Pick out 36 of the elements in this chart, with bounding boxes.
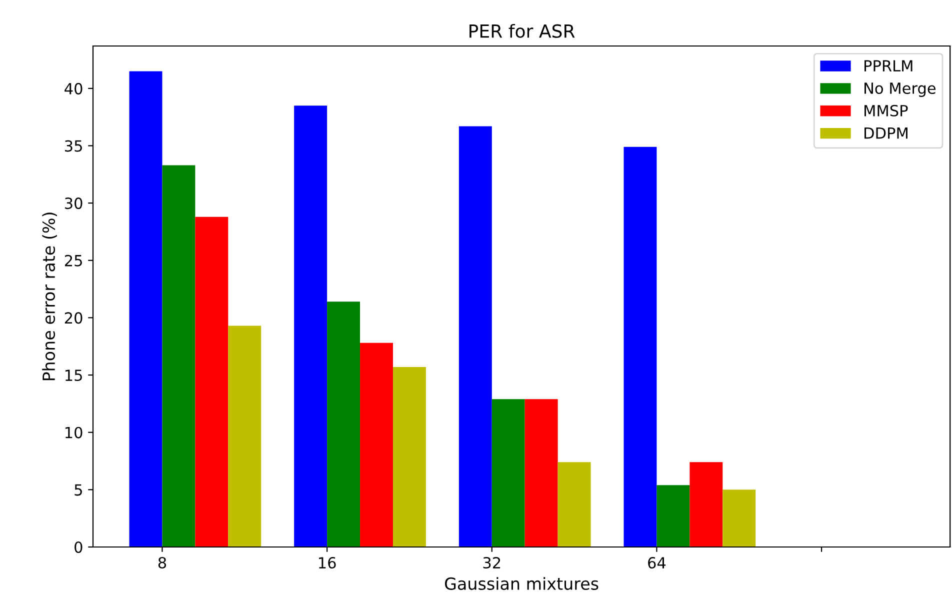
bar (392, 367, 426, 547)
bar (690, 462, 723, 547)
bar (327, 302, 360, 547)
legend-label: MMSP (864, 104, 908, 116)
legend-label: No Merge (864, 82, 936, 97)
bar (228, 326, 262, 547)
y-tick-label: 15 (66, 370, 82, 382)
y-axis-title: Phone error rate (%) (42, 212, 58, 380)
legend-label: DDPM (864, 127, 908, 139)
y-tick-label: 40 (64, 82, 82, 94)
legend-label: PPRLM (864, 60, 912, 72)
y-tick-label: 35 (65, 140, 82, 152)
y-tick-label: 10 (66, 426, 82, 438)
x-tick-label: 16 (319, 556, 336, 569)
x-tick-label: 8 (158, 556, 166, 569)
bar (294, 106, 328, 547)
bar (195, 216, 228, 547)
bar (656, 485, 690, 547)
bar (360, 342, 393, 547)
x-axis-title: Gaussian mixtures (444, 577, 598, 590)
bar (624, 146, 657, 547)
chart-title: PER for ASR (470, 24, 575, 38)
y-tick-label: 20 (64, 312, 82, 324)
bar (129, 71, 162, 547)
bar (162, 165, 196, 547)
y-tick-label: 0 (74, 541, 82, 554)
bar (524, 399, 558, 547)
y-tick-label: 5 (74, 484, 82, 496)
x-tick-label: 64 (648, 556, 666, 569)
y-tick-label: 25 (64, 254, 82, 266)
bar (558, 462, 591, 547)
y-tick-label: 30 (65, 198, 82, 210)
bar (722, 490, 756, 547)
x-tick-label: 32 (483, 556, 500, 569)
bar (492, 399, 525, 547)
bar (458, 126, 492, 547)
